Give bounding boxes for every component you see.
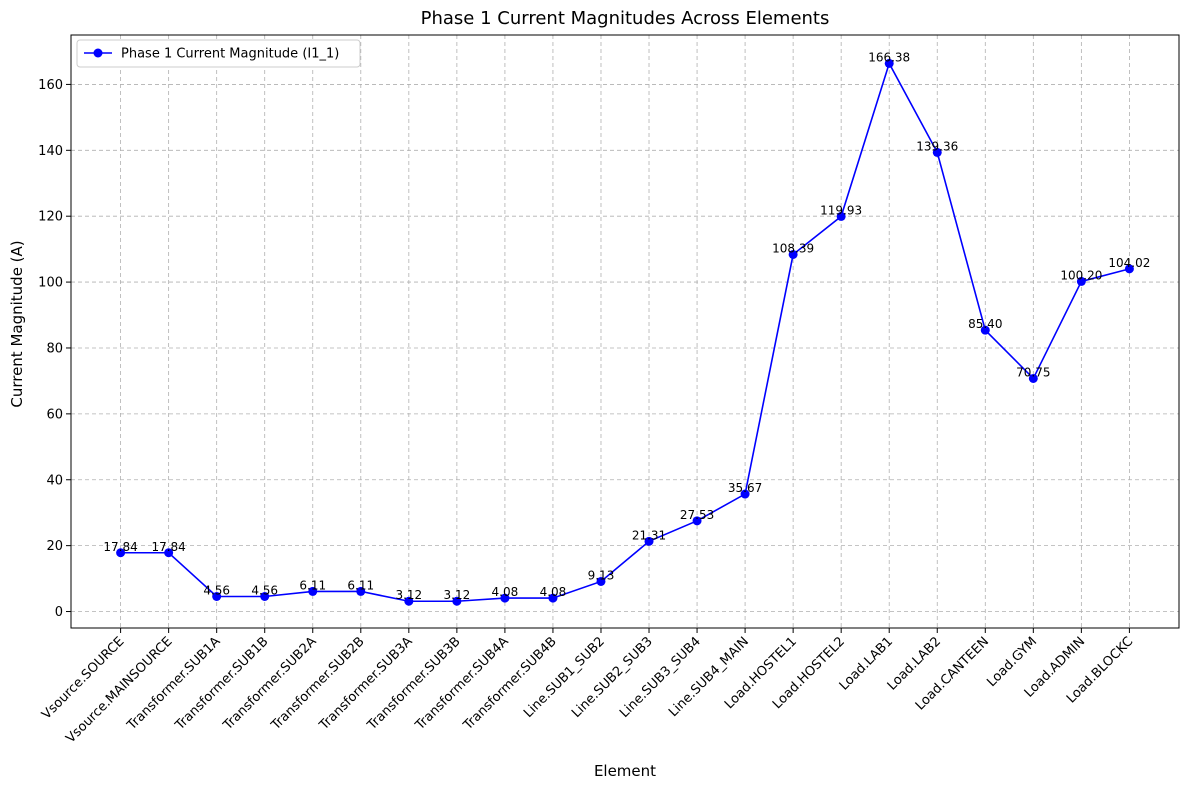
data-points — [116, 58, 1134, 606]
y-axis-label: Current Magnitude (A) — [8, 240, 26, 407]
data-label: 85.40 — [968, 317, 1002, 331]
data-label: 108.39 — [772, 241, 814, 255]
data-label: 139.36 — [916, 139, 958, 153]
data-label: 4.08 — [492, 585, 519, 599]
data-point — [692, 516, 702, 526]
y-tick-label: 0 — [55, 605, 63, 620]
data-label: 3.12 — [444, 588, 471, 602]
x-tick-label: Transformer.SUB1B — [172, 634, 272, 734]
data-point — [116, 548, 126, 558]
x-tick-label: Transformer.SUB2B — [268, 634, 368, 734]
data-point — [548, 593, 558, 603]
data-label: 4.56 — [251, 584, 278, 598]
data-label: 9.13 — [588, 568, 615, 582]
y-tick-label: 80 — [46, 341, 63, 356]
data-label: 6.11 — [347, 578, 374, 592]
data-point — [884, 58, 894, 68]
data-label: 3.12 — [395, 588, 422, 602]
x-tick-label: Line.SUB3_SUB4 — [617, 634, 704, 721]
data-point — [1124, 264, 1134, 274]
x-tick-label: Transformer.SUB4B — [460, 634, 560, 734]
x-tick-label: Transformer.SUB2A — [220, 634, 320, 734]
legend-label: Phase 1 Current Magnitude (I1_1) — [121, 47, 339, 62]
data-point — [932, 147, 942, 157]
chart-title: Phase 1 Current Magnitudes Across Elemen… — [421, 8, 830, 29]
x-tick-label: Transformer.SUB1A — [124, 634, 224, 734]
data-point — [308, 586, 318, 596]
data-label: 166.38 — [868, 50, 910, 64]
series-line — [120, 61, 1130, 603]
data-label: 70.75 — [1016, 365, 1050, 379]
x-tick-label: Line.SUB1_SUB2 — [521, 634, 608, 721]
plot-frame — [70, 34, 1180, 629]
x-tick-label: Transformer.SUB3B — [364, 634, 464, 734]
data-label: 35.67 — [728, 481, 762, 495]
data-labels: 17.84 17.84 4.56 4.56 6.11 6.11 3.12 3.12 4.08 4.… — [103, 50, 1150, 602]
legend: Phase 1 Current Magnitude (I1_1) — [76, 39, 361, 68]
data-point — [404, 596, 414, 606]
x-axis-label: Element — [594, 762, 656, 780]
data-label: 21.31 — [632, 528, 666, 542]
x-tick-label: Transformer.SUB3A — [316, 634, 416, 734]
data-point — [164, 548, 174, 558]
data-label: 4.56 — [203, 584, 230, 598]
y-tick-label: 60 — [46, 407, 63, 422]
data-point — [356, 586, 366, 596]
data-label: 104.02 — [1108, 256, 1150, 270]
x-axis-ticks: Vsource.SOURCEVsource.MAINSOURCETransfor… — [39, 628, 1136, 746]
data-label: 6.11 — [299, 578, 326, 592]
y-tick-label: 120 — [38, 210, 63, 225]
y-tick-label: 40 — [46, 473, 63, 488]
data-point — [596, 576, 606, 586]
data-point — [644, 536, 654, 546]
series-line-layer — [120, 61, 1130, 603]
y-tick-label: 20 — [46, 539, 63, 554]
data-label: 17.84 — [103, 540, 137, 554]
data-point — [212, 592, 222, 602]
x-tick-label: Line.SUB2_SUB3 — [569, 634, 656, 721]
data-point — [1076, 276, 1086, 286]
data-point — [260, 592, 270, 602]
data-point — [452, 596, 462, 606]
data-point — [836, 211, 846, 221]
x-tick-label: Transformer.SUB4A — [412, 634, 512, 734]
data-label: 119.93 — [820, 203, 862, 217]
y-tick-label: 160 — [38, 78, 63, 93]
y-axis-ticks: 0 20 40 60 80 100 120 140 160 — [38, 78, 71, 620]
data-label: 100.20 — [1060, 268, 1102, 282]
data-label: 17.84 — [151, 540, 185, 554]
data-label: 27.53 — [680, 508, 714, 522]
y-tick-label: 100 — [38, 276, 63, 291]
data-label: 4.08 — [540, 585, 567, 599]
y-tick-label: 140 — [38, 144, 63, 159]
data-point — [1028, 373, 1038, 383]
data-point — [980, 325, 990, 335]
x-tick-label: Vsource.SOURCE — [39, 634, 127, 722]
legend-box — [76, 39, 361, 68]
data-point — [500, 593, 510, 603]
grid — [71, 35, 1179, 628]
data-point — [740, 489, 750, 499]
x-tick-label: Line.SUB4_MAIN — [666, 634, 752, 720]
legend-marker — [93, 48, 103, 58]
data-point — [788, 249, 798, 259]
